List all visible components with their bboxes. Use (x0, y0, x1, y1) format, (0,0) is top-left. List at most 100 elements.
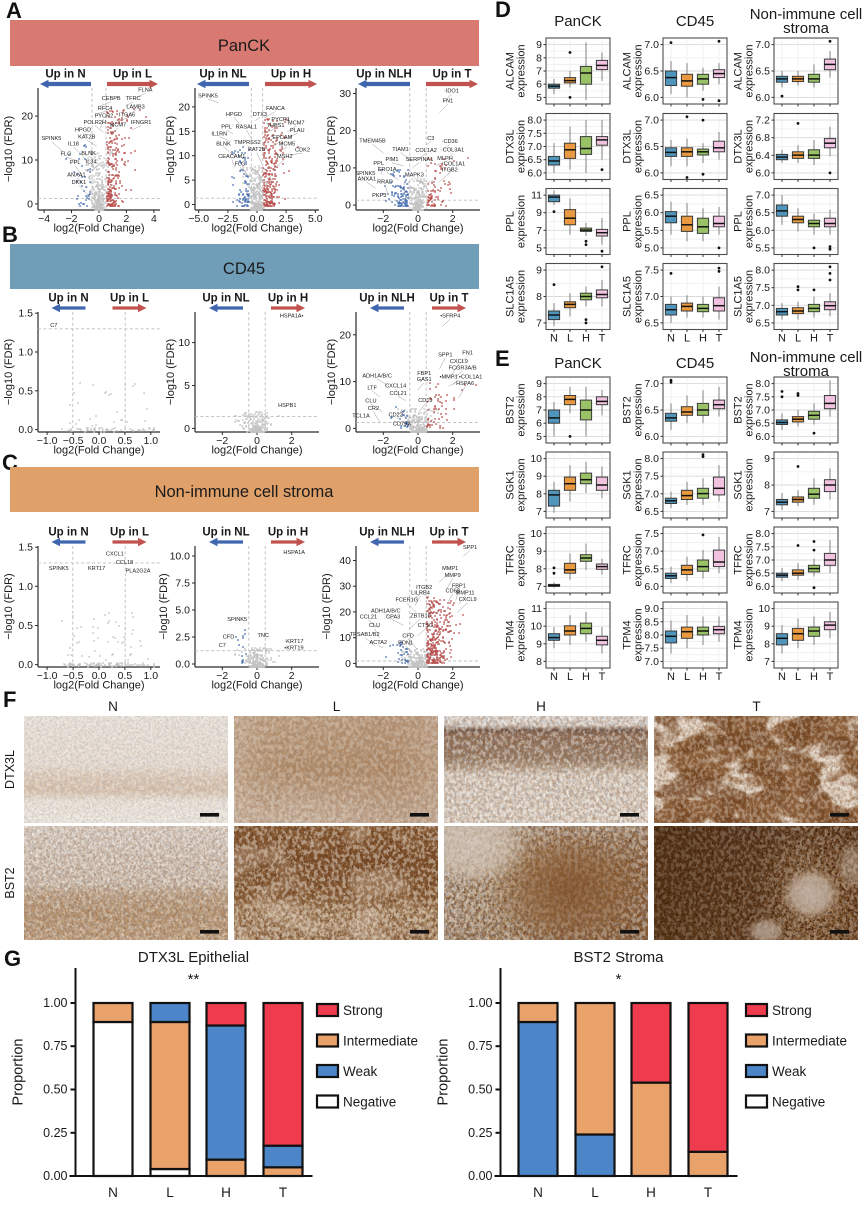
svg-text:8.0: 8.0 (644, 453, 659, 465)
svg-text:PPL: PPL (373, 161, 384, 167)
svg-text:PPL: PPL (622, 211, 634, 232)
svg-text:6.5: 6.5 (644, 317, 659, 329)
svg-text:5: 5 (536, 431, 542, 443)
svg-text:−log10 (FDR): −log10 (FDR) (165, 339, 177, 405)
svg-text:6.5: 6.5 (755, 317, 770, 329)
svg-text:BLNK: BLNK (216, 141, 231, 147)
svg-text:L: L (567, 333, 573, 345)
svg-text:7.0: 7.0 (644, 656, 659, 668)
svg-text:8: 8 (536, 52, 542, 64)
svg-text:0: 0 (96, 213, 102, 225)
svg-text:Up in N: Up in N (48, 293, 88, 305)
svg-text:L: L (591, 1185, 599, 1200)
svg-text:CD45: CD45 (676, 13, 714, 30)
svg-text:expression: expression (744, 120, 756, 173)
svg-text:8: 8 (764, 480, 770, 492)
svg-text:H: H (810, 671, 818, 683)
svg-text:7.5: 7.5 (175, 578, 190, 590)
svg-text:6.5: 6.5 (644, 66, 659, 78)
svg-text:Up in L: Up in L (110, 293, 149, 305)
svg-text:·KRT17: ·KRT17 (284, 639, 303, 645)
svg-text:L: L (567, 671, 573, 683)
svg-text:0.75: 0.75 (43, 1039, 67, 1053)
svg-text:0: 0 (184, 199, 190, 211)
svg-text:9: 9 (536, 378, 542, 390)
svg-text:PanCK: PanCK (554, 355, 602, 372)
svg-text:TPM4: TPM4 (505, 620, 517, 649)
svg-text:Up in NL: Up in NL (199, 69, 246, 81)
svg-text:LILRB4: LILRB4 (411, 590, 430, 596)
svg-text:2: 2 (450, 670, 456, 682)
svg-text:−2: −2 (377, 670, 389, 682)
svg-text:SGK1: SGK1 (733, 470, 745, 499)
svg-text:6.5: 6.5 (644, 141, 659, 153)
svg-text:ALCAM: ALCAM (622, 52, 634, 90)
svg-text:0: 0 (27, 198, 33, 210)
svg-text:T: T (279, 1185, 287, 1200)
svg-text:6.0: 6.0 (755, 92, 770, 104)
svg-text:A: A (6, 0, 22, 23)
svg-text:HSPB1: HSPB1 (278, 403, 296, 409)
svg-text:H: H (582, 671, 590, 683)
svg-text:RASAL1: RASAL1 (236, 124, 257, 130)
svg-text:IFNGR1: IFNGR1 (131, 120, 152, 126)
svg-text:11: 11 (531, 190, 542, 202)
svg-text:expression: expression (744, 270, 756, 323)
svg-text:6.5: 6.5 (755, 418, 770, 430)
svg-text:6: 6 (536, 79, 542, 91)
svg-text:FBP1: FBP1 (417, 371, 431, 377)
svg-text:CD22: CD22 (389, 412, 403, 418)
svg-text:7.0: 7.0 (644, 546, 659, 558)
svg-text:SERPINA1: SERPINA1 (406, 157, 434, 163)
svg-text:0: 0 (345, 423, 351, 435)
svg-text:7: 7 (536, 225, 542, 237)
svg-text:0.5: 0.5 (18, 385, 33, 397)
svg-text:ERO1A: ERO1A (378, 167, 397, 173)
svg-text:PPL: PPL (505, 211, 517, 232)
svg-text:log2(Fold Change): log2(Fold Change) (53, 445, 144, 457)
svg-text:B: B (2, 222, 18, 247)
svg-text:5: 5 (184, 380, 190, 392)
svg-text:*: * (616, 971, 622, 988)
svg-text:expression: expression (516, 195, 528, 248)
svg-text:T: T (599, 671, 606, 683)
svg-text:Up in L: Up in L (113, 69, 152, 81)
svg-text:−5.0: −5.0 (188, 213, 209, 225)
svg-text:SPINK5: SPINK5 (41, 136, 61, 142)
svg-text:20: 20 (339, 329, 351, 341)
svg-text:2: 2 (450, 213, 456, 225)
svg-text:PKP3: PKP3 (372, 193, 386, 199)
svg-text:8.0: 8.0 (644, 630, 659, 642)
svg-text:6.0: 6.0 (755, 225, 770, 237)
svg-text:expression: expression (516, 533, 528, 586)
svg-text:SPINK5: SPINK5 (49, 566, 69, 572)
svg-text:−log10 (FDR): −log10 (FDR) (158, 573, 170, 639)
svg-text:0.0: 0.0 (92, 670, 107, 682)
svg-text:−log10 (FDR): −log10 (FDR) (326, 116, 338, 182)
svg-text:CD45: CD45 (223, 260, 265, 278)
svg-text:log2(Fold Change): log2(Fold Change) (211, 223, 302, 235)
svg-text:0: 0 (345, 658, 351, 670)
svg-text:TPM4: TPM4 (622, 620, 634, 649)
svg-text:1.0: 1.0 (18, 581, 33, 593)
svg-text:7.5: 7.5 (644, 643, 659, 655)
svg-text:7.5: 7.5 (755, 391, 770, 403)
svg-text:Up in N: Up in N (45, 69, 85, 81)
svg-text:0.0: 0.0 (18, 659, 33, 671)
svg-text:N: N (108, 1185, 118, 1200)
svg-text:expression: expression (744, 458, 756, 511)
svg-text:IL18: IL18 (68, 141, 79, 147)
svg-text:0.50: 0.50 (43, 1083, 67, 1097)
svg-text:Non-immune cell: Non-immune cell (750, 6, 863, 23)
svg-text:0: 0 (415, 213, 421, 225)
svg-text:H: H (810, 333, 818, 345)
svg-text:6.5: 6.5 (527, 154, 542, 166)
svg-text:CD45: CD45 (676, 355, 714, 372)
svg-text:Weak: Weak (772, 1064, 807, 1079)
svg-text:8.5: 8.5 (644, 616, 659, 628)
svg-text:0: 0 (415, 435, 421, 447)
svg-text:7.5: 7.5 (755, 541, 770, 553)
svg-text:10: 10 (530, 453, 542, 465)
svg-text:H: H (536, 699, 546, 714)
svg-text:2.5: 2.5 (175, 632, 190, 644)
